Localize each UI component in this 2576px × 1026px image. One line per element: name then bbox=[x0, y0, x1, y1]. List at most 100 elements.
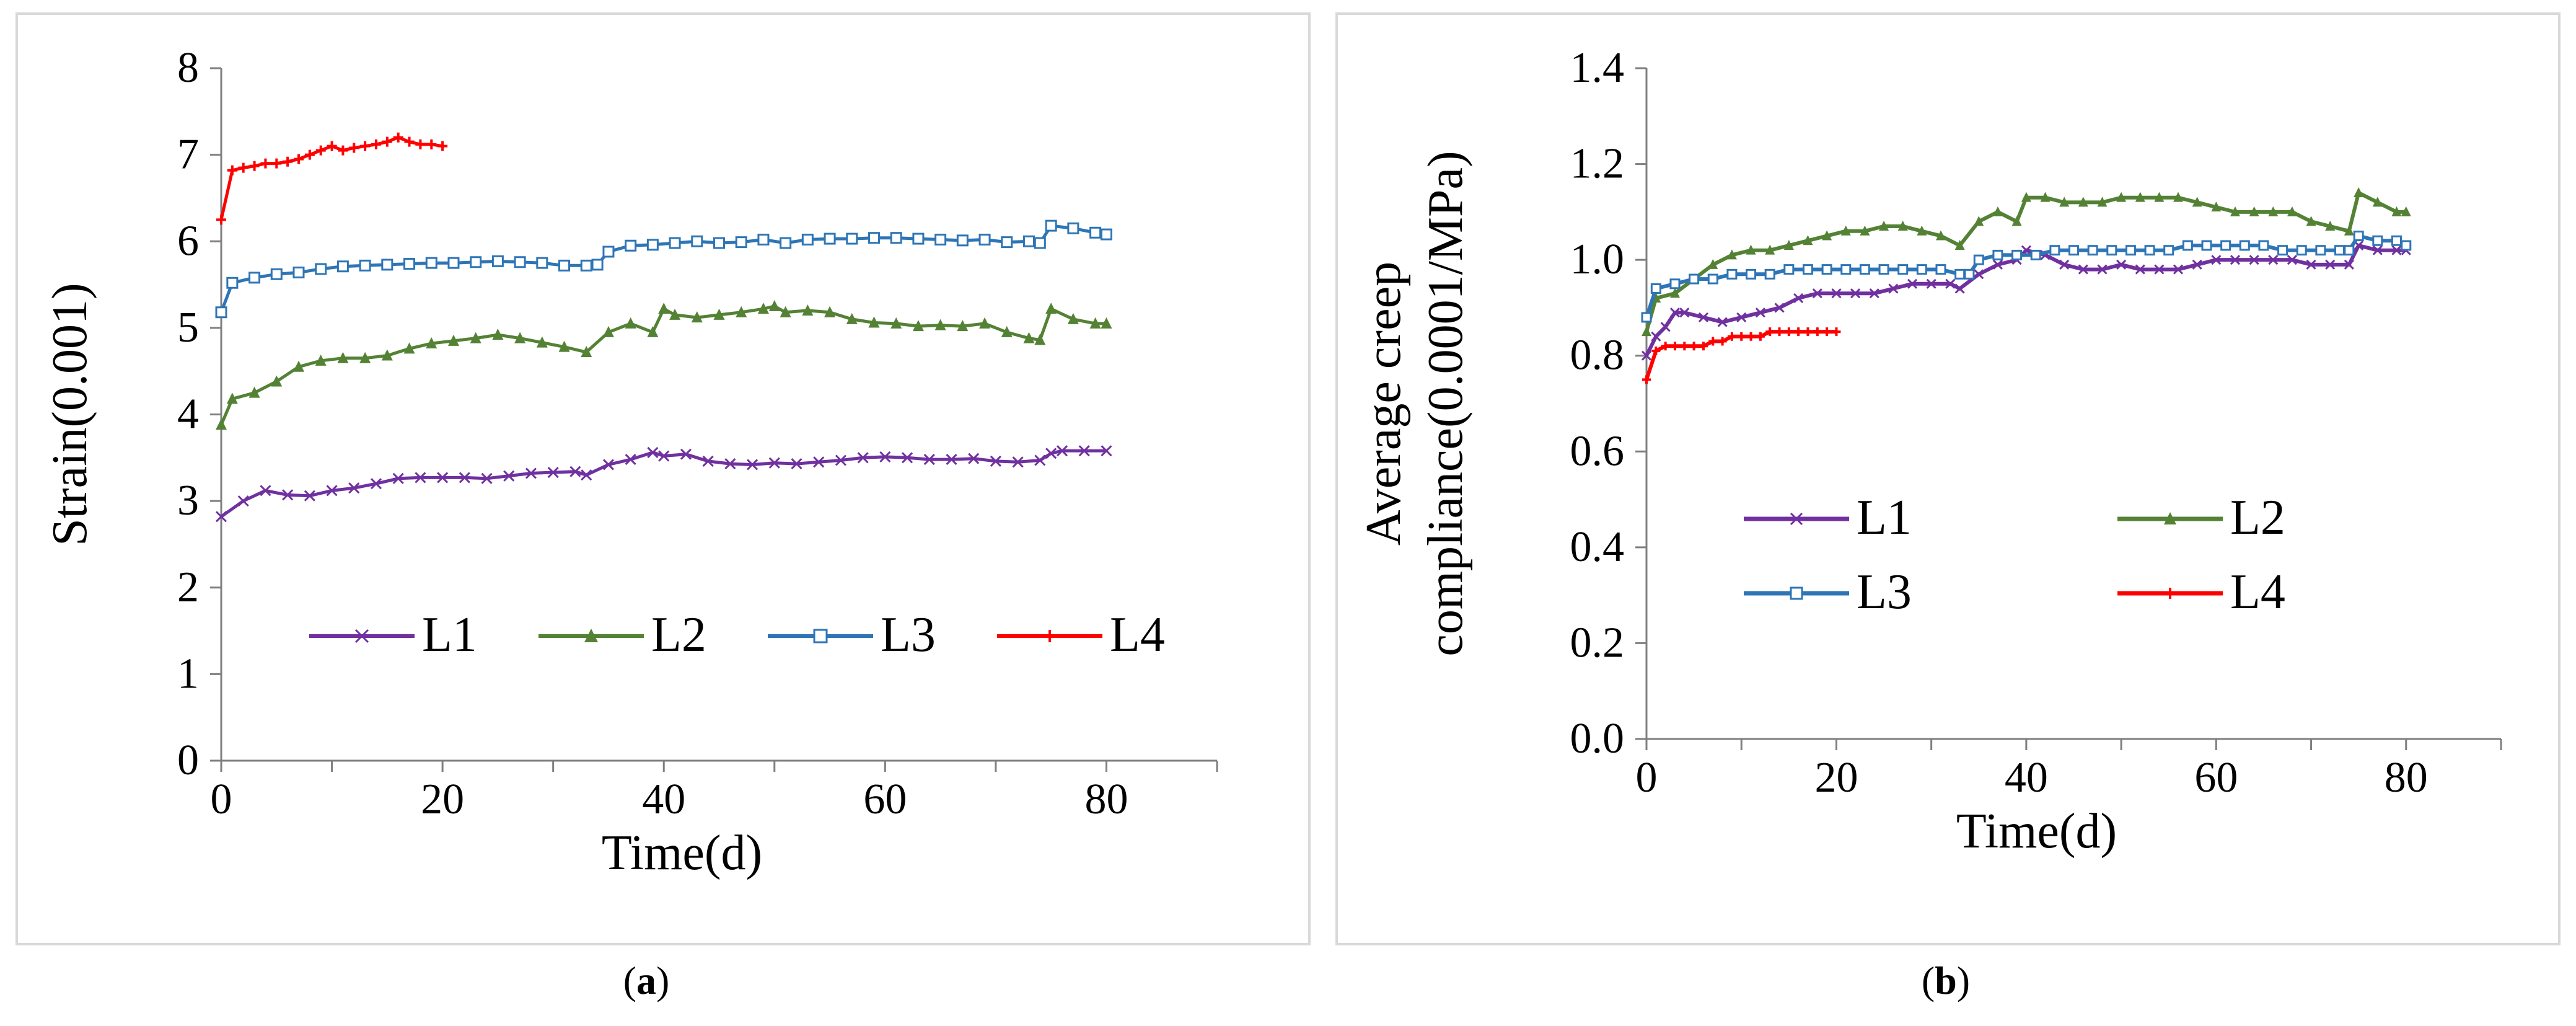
data-point-l1 bbox=[625, 454, 636, 466]
legend-marker-l4 bbox=[1044, 630, 1056, 642]
data-point-l3 bbox=[425, 257, 437, 269]
data-point-l1 bbox=[481, 472, 493, 484]
data-point-l4 bbox=[1784, 327, 1793, 337]
data-point-l2 bbox=[1917, 225, 1927, 236]
data-point-l3 bbox=[691, 235, 703, 247]
data-point-l3 bbox=[536, 257, 548, 269]
data-point-l1 bbox=[2078, 264, 2088, 275]
data-point-l1 bbox=[857, 452, 869, 464]
data-point-l2 bbox=[2344, 225, 2354, 236]
data-point-l1 bbox=[946, 454, 957, 466]
data-point-l2 bbox=[934, 319, 946, 330]
data-point-l2 bbox=[1879, 221, 1889, 231]
data-point-l3 bbox=[2344, 245, 2355, 256]
data-point-l1 bbox=[1736, 312, 1747, 322]
data-point-l2 bbox=[536, 336, 548, 348]
data-point-l2 bbox=[426, 337, 437, 349]
series-l2 bbox=[1642, 187, 2411, 337]
y-tick-label: 0.6 bbox=[1570, 427, 1625, 475]
data-point-l3 bbox=[336, 260, 349, 273]
data-point-l4 bbox=[382, 136, 392, 147]
data-point-l4 bbox=[415, 139, 426, 149]
data-point-l1 bbox=[1926, 278, 1936, 289]
data-point-l2 bbox=[1840, 225, 1851, 236]
data-point-l2 bbox=[470, 332, 481, 343]
data-point-l3 bbox=[1034, 237, 1046, 249]
data-point-l4 bbox=[1832, 327, 1841, 337]
data-point-l2 bbox=[2287, 206, 2297, 216]
data-point-l2 bbox=[558, 340, 570, 352]
legend-marker-l4 bbox=[2165, 588, 2176, 599]
data-point-l1 bbox=[1812, 288, 1822, 299]
data-point-l2 bbox=[1089, 317, 1101, 329]
data-point-l4 bbox=[1651, 346, 1661, 355]
data-point-l3 bbox=[359, 259, 371, 272]
data-point-l1 bbox=[2135, 264, 2145, 275]
legend-marker-l3 bbox=[1790, 586, 1803, 600]
data-point-l3 bbox=[912, 232, 925, 245]
data-point-l2 bbox=[1669, 288, 1680, 298]
data-point-l3 bbox=[1089, 226, 1102, 239]
data-point-l3 bbox=[292, 267, 305, 279]
data-point-l3 bbox=[2049, 245, 2060, 256]
data-point-l3 bbox=[591, 259, 604, 271]
legend-label-l2: L2 bbox=[2230, 490, 2285, 545]
data-point-l3 bbox=[2334, 245, 2345, 256]
data-point-l3 bbox=[780, 237, 792, 249]
data-point-l2 bbox=[1765, 244, 1775, 255]
data-point-l2 bbox=[1822, 230, 1832, 241]
data-point-l2 bbox=[292, 360, 304, 372]
data-point-l1 bbox=[525, 467, 537, 479]
data-point-l1 bbox=[835, 454, 846, 466]
legend-label-l3: L3 bbox=[1857, 565, 1912, 619]
data-point-l1 bbox=[1045, 448, 1057, 459]
data-point-l4 bbox=[338, 145, 348, 156]
data-point-l3 bbox=[956, 234, 969, 247]
data-point-l2 bbox=[514, 332, 526, 343]
data-point-l1 bbox=[2059, 259, 2070, 270]
data-point-l1 bbox=[1755, 307, 1765, 318]
data-point-l2 bbox=[979, 317, 991, 329]
data-point-l2 bbox=[912, 320, 924, 332]
data-point-l2 bbox=[337, 352, 349, 363]
data-point-l1 bbox=[1012, 456, 1024, 468]
series-line-l3 bbox=[219, 224, 1107, 313]
data-point-l4 bbox=[227, 165, 237, 175]
data-point-l1 bbox=[1679, 307, 1690, 318]
data-point-l1 bbox=[370, 478, 382, 490]
data-point-l2 bbox=[1067, 312, 1079, 324]
data-point-l2 bbox=[691, 311, 703, 323]
data-point-l1 bbox=[1869, 288, 1879, 299]
data-point-l1 bbox=[658, 450, 670, 462]
series-line-l2 bbox=[219, 304, 1107, 426]
y-tick-label: 2 bbox=[177, 564, 199, 611]
data-point-l1 bbox=[2268, 255, 2279, 265]
data-point-l1 bbox=[1793, 293, 1804, 304]
data-point-l3 bbox=[2277, 245, 2288, 256]
data-point-l3 bbox=[602, 245, 615, 258]
x-tick-label: 0 bbox=[1636, 754, 1658, 802]
data-point-l4 bbox=[293, 154, 304, 164]
y-axis-title: Strain(0.001) bbox=[43, 283, 97, 546]
data-point-l1 bbox=[237, 495, 249, 507]
data-point-l4 bbox=[1775, 327, 1784, 337]
data-point-l3 bbox=[226, 276, 239, 289]
data-point-l3 bbox=[757, 233, 770, 245]
data-point-l3 bbox=[248, 272, 261, 284]
data-point-l2 bbox=[1974, 216, 1984, 226]
series-l3 bbox=[215, 219, 1112, 319]
data-point-l1 bbox=[968, 453, 980, 464]
series-l1 bbox=[215, 445, 1112, 523]
data-point-l2 bbox=[780, 306, 791, 317]
data-point-l3 bbox=[1973, 254, 1984, 265]
data-point-l4 bbox=[1699, 342, 1708, 351]
data-point-l3 bbox=[2087, 245, 2098, 256]
y-axis-title: compliance(0.0001/MPa) bbox=[1418, 151, 1473, 656]
data-point-l3 bbox=[2315, 245, 2326, 256]
data-point-l3 bbox=[1783, 264, 1795, 275]
x-tick-label: 80 bbox=[2385, 754, 2428, 802]
data-point-l2 bbox=[647, 325, 659, 337]
data-point-l1 bbox=[2097, 264, 2108, 275]
data-point-l4 bbox=[1727, 332, 1736, 341]
